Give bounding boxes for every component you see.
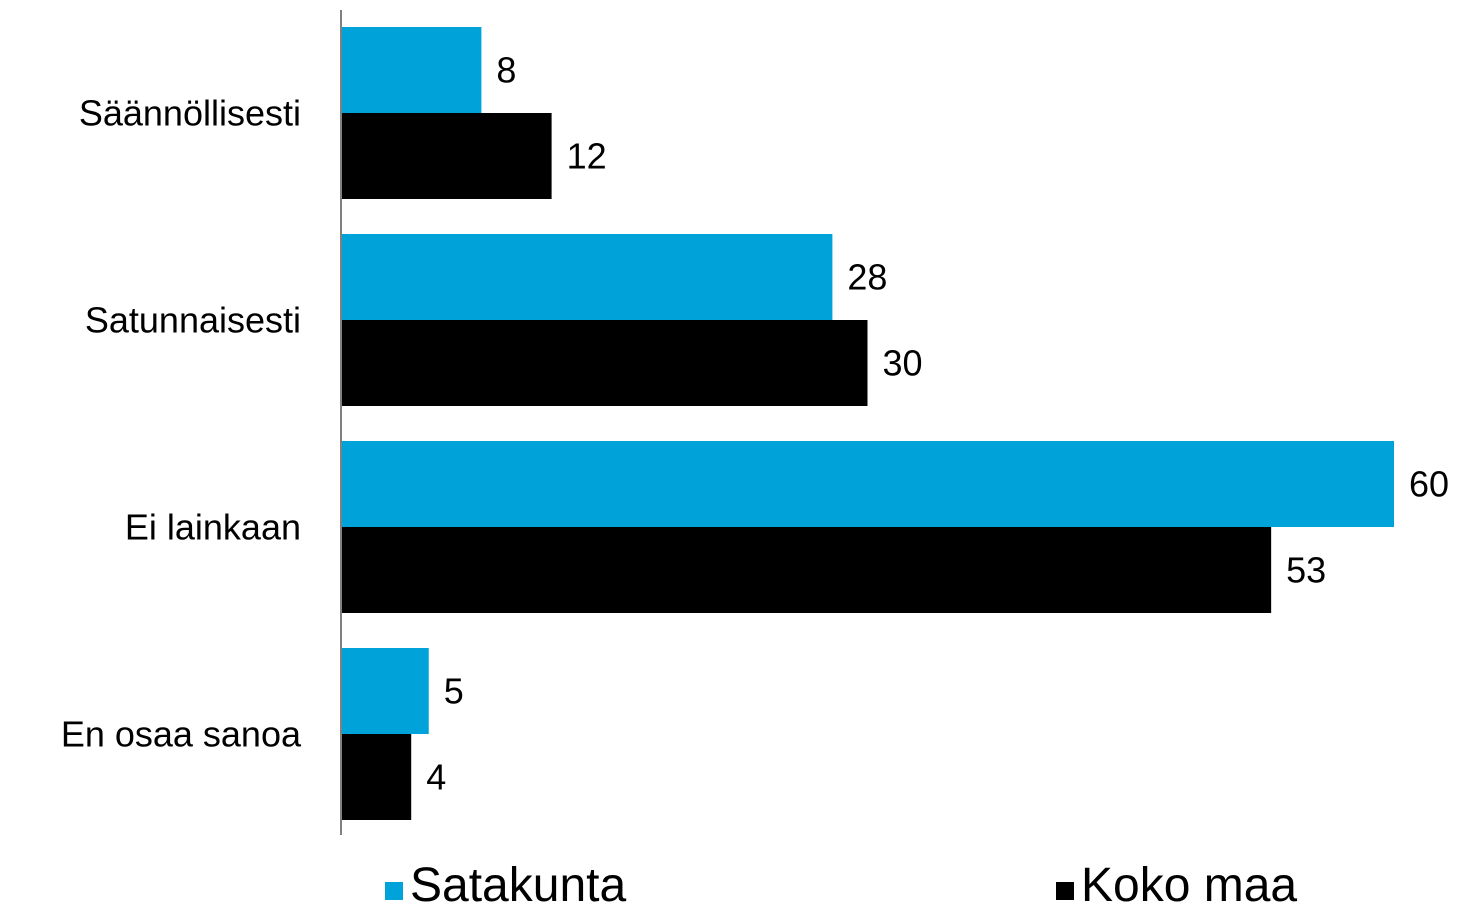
bar-koko-maa-saannollisesti: [341, 113, 552, 199]
bar-satakunta-en-osaa-sanoa: [341, 648, 429, 734]
data-label-satakunta-satunnaisesti: 28: [847, 257, 887, 298]
bar-satakunta-satunnaisesti: [341, 234, 833, 320]
bars-group: [341, 27, 1394, 820]
data-label-koko-maa-en-osaa-sanoa: 4: [426, 757, 446, 798]
legend-swatch-satakunta: [385, 882, 403, 900]
bar-satakunta-ei-lainkaan: [341, 441, 1394, 527]
bar-koko-maa-ei-lainkaan: [341, 527, 1272, 613]
value-labels-group: 8 12 28 30 60 53 5 4: [426, 50, 1449, 798]
data-label-koko-maa-saannollisesti: 12: [567, 136, 607, 177]
category-label-en-osaa-sanoa: En osaa sanoa: [61, 714, 302, 755]
category-label-satunnaisesti: Satunnaisesti: [85, 300, 301, 341]
category-label-ei-lainkaan: Ei lainkaan: [125, 507, 301, 548]
data-label-koko-maa-ei-lainkaan: 53: [1286, 550, 1326, 591]
data-label-satakunta-en-osaa-sanoa: 5: [444, 671, 464, 712]
legend: Satakunta Koko maa: [385, 859, 1297, 912]
bar-koko-maa-en-osaa-sanoa: [341, 734, 412, 820]
bar-koko-maa-satunnaisesti: [341, 320, 868, 406]
category-labels-group: Säännöllisesti Satunnaisesti Ei lainkaan En…: [61, 93, 302, 755]
data-label-koko-maa-satunnaisesti: 30: [883, 343, 923, 384]
legend-label-satakunta: Satakunta: [410, 859, 626, 912]
data-label-satakunta-saannollisesti: 8: [496, 50, 516, 91]
bar-satakunta-saannollisesti: [341, 27, 482, 113]
legend-swatch-koko-maa: [1056, 882, 1074, 900]
data-label-satakunta-ei-lainkaan: 60: [1409, 464, 1449, 505]
legend-label-koko-maa: Koko maa: [1081, 859, 1297, 912]
category-label-saannollisesti: Säännöllisesti: [79, 93, 301, 134]
